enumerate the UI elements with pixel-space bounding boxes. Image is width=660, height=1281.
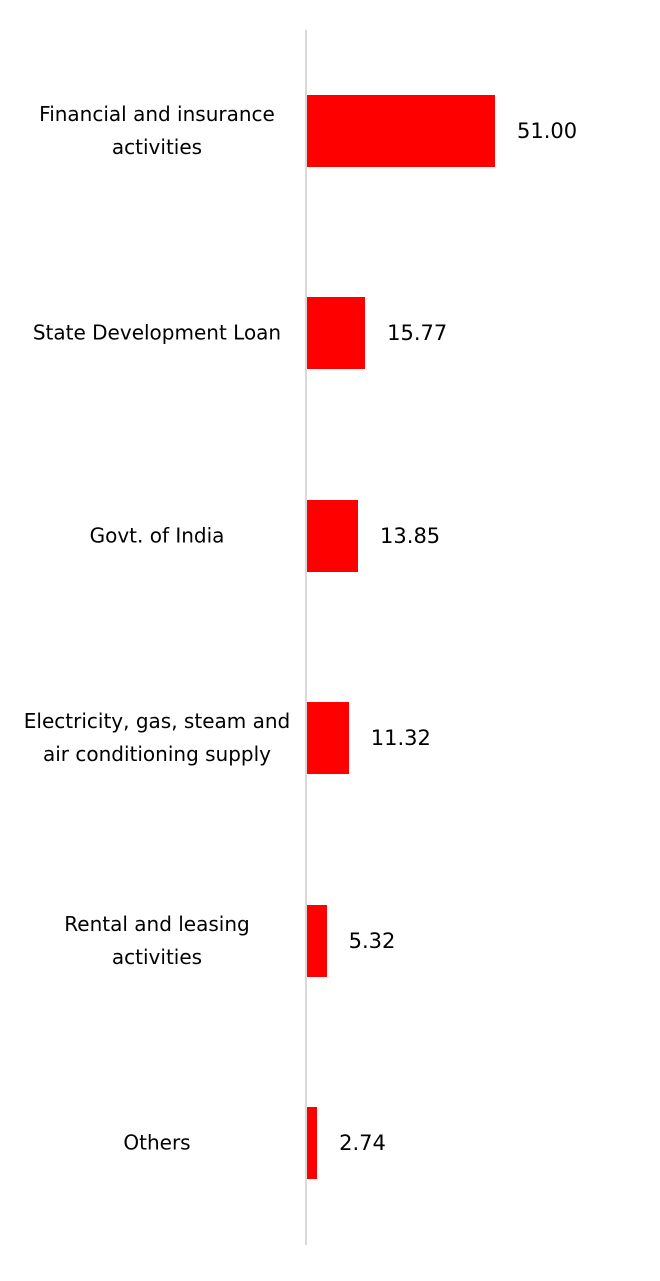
value-label: 11.32 (370, 726, 431, 751)
bar (307, 1107, 318, 1179)
bar (307, 702, 349, 775)
bar (307, 904, 327, 977)
category-axis (305, 30, 307, 1245)
value-label: 51.00 (517, 119, 578, 143)
value-label: 2.74 (339, 1131, 386, 1155)
value-label: 5.32 (348, 928, 396, 953)
category-label: Govt. of India (89, 523, 225, 548)
category-label: Others (123, 1130, 191, 1155)
bar (307, 95, 495, 167)
category-label: Rental and leasing activities (64, 911, 250, 969)
value-label: 13.85 (380, 523, 441, 548)
bar (307, 499, 359, 572)
bar (307, 297, 366, 370)
value-label: 15.77 (387, 321, 448, 346)
category-label: State Development Loan (32, 320, 282, 345)
category-label: Electricity, gas, steam and air conditio… (23, 709, 291, 767)
category-label: Financial and insurance activities (39, 102, 275, 159)
